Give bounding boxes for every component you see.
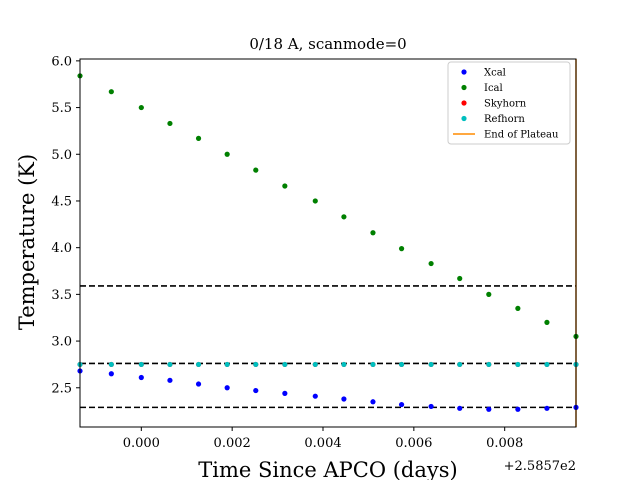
point-ical-12 [428, 260, 434, 267]
point-ical-15 [515, 305, 521, 311]
point-refhorn-3 [167, 361, 173, 368]
point-xcal-10 [370, 399, 376, 405]
point-refhorn-9 [341, 361, 347, 368]
y-tick-label-5: 5.0 [51, 148, 72, 163]
point-ical-3 [167, 120, 173, 127]
x-offset-label: +2.5857e2 [504, 459, 576, 474]
point-xcal-5 [224, 385, 230, 391]
point-ical-11 [398, 246, 405, 252]
point-xcal-14 [486, 406, 492, 412]
legend-label-xcal: Xcal [484, 68, 506, 79]
chart-title: 0/18 A, scanmode=0 [249, 35, 406, 53]
x-tick-label-4: 0.008 [486, 436, 523, 451]
y-axis-label: Temperature (K) [15, 154, 39, 330]
point-refhorn-6 [253, 361, 259, 368]
point-ical-16 [544, 319, 550, 325]
point-xcal-3 [167, 377, 173, 383]
point-ical-9 [341, 214, 347, 220]
point-xcal-15 [515, 406, 521, 412]
point-refhorn-13 [457, 361, 463, 368]
legend-marker-refhorn [461, 115, 467, 122]
point-xcal-2 [138, 374, 144, 381]
point-xcal-11 [398, 401, 405, 408]
legend-box [447, 61, 571, 145]
plot-area: 0.000 0.002 0.004 0.006 0.008 2.5 3.0 3.5 4.0 4.5… [51, 54, 579, 451]
point-ical-1 [108, 89, 114, 95]
point-xcal-13 [457, 405, 463, 411]
point-refhorn-10 [370, 361, 376, 368]
y-tick-label-4: 4.5 [51, 194, 72, 209]
point-refhorn-15 [515, 361, 521, 368]
legend-marker-xcal [461, 69, 467, 75]
legend-marker-ical [461, 84, 467, 91]
point-refhorn-1 [108, 361, 114, 368]
point-refhorn-8 [312, 361, 318, 368]
point-xcal-1 [108, 371, 114, 377]
x-axis-label: Time Since APCO (days) [198, 458, 457, 480]
y-tick-label-1: 3.0 [51, 335, 72, 350]
point-ical-4 [195, 135, 202, 141]
x-tick-label-3: 0.006 [395, 436, 432, 451]
point-ical-10 [370, 230, 376, 236]
point-xcal-9 [341, 396, 347, 402]
point-xcal-8 [312, 393, 318, 399]
point-refhorn-2 [138, 361, 144, 368]
legend-label-refhorn: Refhorn [484, 114, 525, 125]
point-ical-13 [457, 275, 463, 282]
point-xcal-6 [253, 387, 259, 394]
legend: Xcal Ical Skyhorn Refhorn End of Plateau [447, 61, 571, 145]
point-xcal-7 [282, 390, 288, 396]
point-refhorn-7 [282, 361, 288, 368]
point-ical-5 [224, 151, 230, 157]
point-refhorn-4 [195, 361, 202, 368]
legend-label-skyhorn: Skyhorn [484, 99, 527, 110]
y-tick-label-0: 2.5 [51, 381, 72, 396]
x-tick-label-2: 0.004 [304, 436, 341, 451]
point-ical-14 [486, 291, 492, 297]
axes-frame [79, 58, 577, 428]
y-tick-label-7: 6.0 [51, 54, 72, 69]
point-refhorn-11 [398, 361, 405, 368]
y-tick-label-6: 5.5 [51, 101, 72, 116]
point-xcal-12 [428, 403, 434, 410]
x-tick-label-1: 0.002 [214, 436, 251, 451]
point-refhorn-12 [428, 361, 434, 368]
legend-marker-skyhorn [461, 100, 467, 106]
point-ical-6 [253, 167, 259, 173]
point-refhorn-14 [486, 361, 492, 368]
x-tick-label-0: 0.000 [123, 436, 160, 451]
point-refhorn-5 [224, 361, 230, 368]
point-ical-7 [282, 183, 288, 189]
legend-label-ical: Ical [484, 83, 503, 94]
legend-label-end-of-plateau: End of Plateau [484, 130, 559, 141]
point-refhorn-16 [544, 361, 550, 368]
y-tick-label-3: 4.0 [51, 241, 72, 256]
point-ical-2 [138, 104, 144, 111]
point-xcal-16 [544, 405, 550, 411]
point-ical-8 [312, 198, 318, 204]
point-xcal-4 [195, 381, 202, 387]
y-tick-label-2: 3.5 [51, 288, 72, 303]
